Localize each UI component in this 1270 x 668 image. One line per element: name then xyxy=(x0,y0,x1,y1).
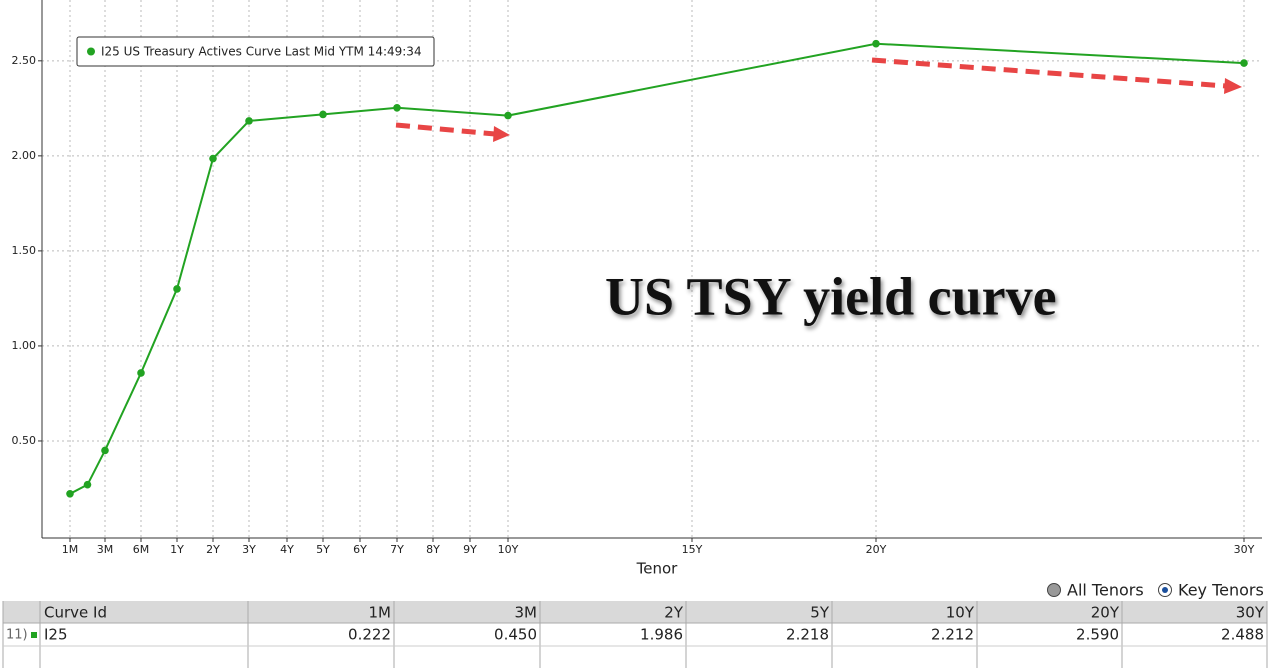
table-cell: I25 xyxy=(44,626,68,644)
table-cell: 1.986 xyxy=(640,626,683,644)
row-swatch xyxy=(31,632,37,638)
table-header: 10Y xyxy=(946,604,975,622)
y-tick-label: 0.50 xyxy=(12,434,37,447)
table-header: 1M xyxy=(369,604,392,622)
x-tick-label: 4Y xyxy=(280,543,294,556)
x-tick-label: 10Y xyxy=(498,543,519,556)
y-tick-label: 2.50 xyxy=(12,54,37,67)
radio-button[interactable] xyxy=(1047,583,1061,597)
legend-label: I25 US Treasury Actives Curve Last Mid Y… xyxy=(101,45,422,59)
radio-label[interactable]: All Tenors xyxy=(1067,581,1144,600)
x-tick-label: 20Y xyxy=(866,543,887,556)
y-tick-label: 2.00 xyxy=(12,149,37,162)
table-header-bg xyxy=(3,601,1267,623)
legend: I25 US Treasury Actives Curve Last Mid Y… xyxy=(76,36,435,67)
arrow-line xyxy=(871,57,1227,89)
table: Curve Id 1M 3M 2Y 5Y 10Y 20Y 30Y 11) I25 0.222 0.45… xyxy=(2,601,1268,668)
radio-option[interactable]: All Tenors xyxy=(1047,581,1144,600)
x-tick-label: 7Y xyxy=(390,543,404,556)
arrow-head xyxy=(1224,78,1242,94)
grid xyxy=(42,0,1262,538)
x-tick-label: 6M xyxy=(133,543,150,556)
data-point xyxy=(319,110,327,119)
radio-option[interactable]: Key Tenors xyxy=(1158,581,1264,600)
table-header: 5Y xyxy=(810,604,830,622)
annotation: US TSY yield curve xyxy=(605,266,1057,326)
data-point xyxy=(872,39,880,48)
x-tick-label: 3Y xyxy=(242,543,256,556)
table-cell: 2.212 xyxy=(931,626,974,644)
x-tick-label: 3M xyxy=(97,543,114,556)
table-header: 2Y xyxy=(664,604,684,622)
x-tick-label: 30Y xyxy=(1234,543,1255,556)
y-tick-label: 1.00 xyxy=(12,339,37,352)
data-point xyxy=(137,369,145,377)
x-tick-label: 9Y xyxy=(463,543,477,556)
arrows xyxy=(395,57,1227,137)
data-point xyxy=(245,117,253,125)
data-point xyxy=(393,103,401,112)
y-tick-label: 1.50 xyxy=(12,244,37,257)
data-point xyxy=(209,154,217,163)
data-point xyxy=(173,285,181,293)
table-cell: 2.218 xyxy=(786,626,829,644)
table-cell: 0.222 xyxy=(348,626,391,644)
table-header: Curve Id xyxy=(44,604,107,622)
x-tick-label: 1Y xyxy=(170,543,184,556)
legend-box xyxy=(76,36,435,67)
series-line xyxy=(69,42,1245,495)
x-tick-label: 5Y xyxy=(316,543,330,556)
x-tick-label: 2Y xyxy=(206,543,220,556)
data-point xyxy=(504,111,512,120)
data-point xyxy=(101,446,109,455)
arrow-line xyxy=(395,122,496,137)
x-tick-label: 6Y xyxy=(353,543,367,556)
legend-swatch xyxy=(87,47,95,56)
row-number: 11) xyxy=(6,628,28,643)
x-tick-label: 8Y xyxy=(426,543,440,556)
x-tick-label: 15Y xyxy=(682,543,703,556)
table-cell: 2.590 xyxy=(1076,626,1119,644)
x-tick-label: 1M xyxy=(62,543,79,556)
data-point xyxy=(1240,59,1248,67)
radio-label[interactable]: Key Tenors xyxy=(1178,581,1264,600)
radio-dot xyxy=(1162,587,1168,593)
data-point xyxy=(83,480,92,489)
table-cell: 2.488 xyxy=(1221,626,1264,644)
data-point xyxy=(66,490,74,498)
table-header: 20Y xyxy=(1091,604,1120,622)
x-axis-label: Tenor xyxy=(636,560,679,578)
table-cell: 0.450 xyxy=(494,626,537,644)
arrow-head xyxy=(493,126,510,142)
table-header: 3M xyxy=(515,604,538,622)
table-header: 30Y xyxy=(1236,604,1265,622)
